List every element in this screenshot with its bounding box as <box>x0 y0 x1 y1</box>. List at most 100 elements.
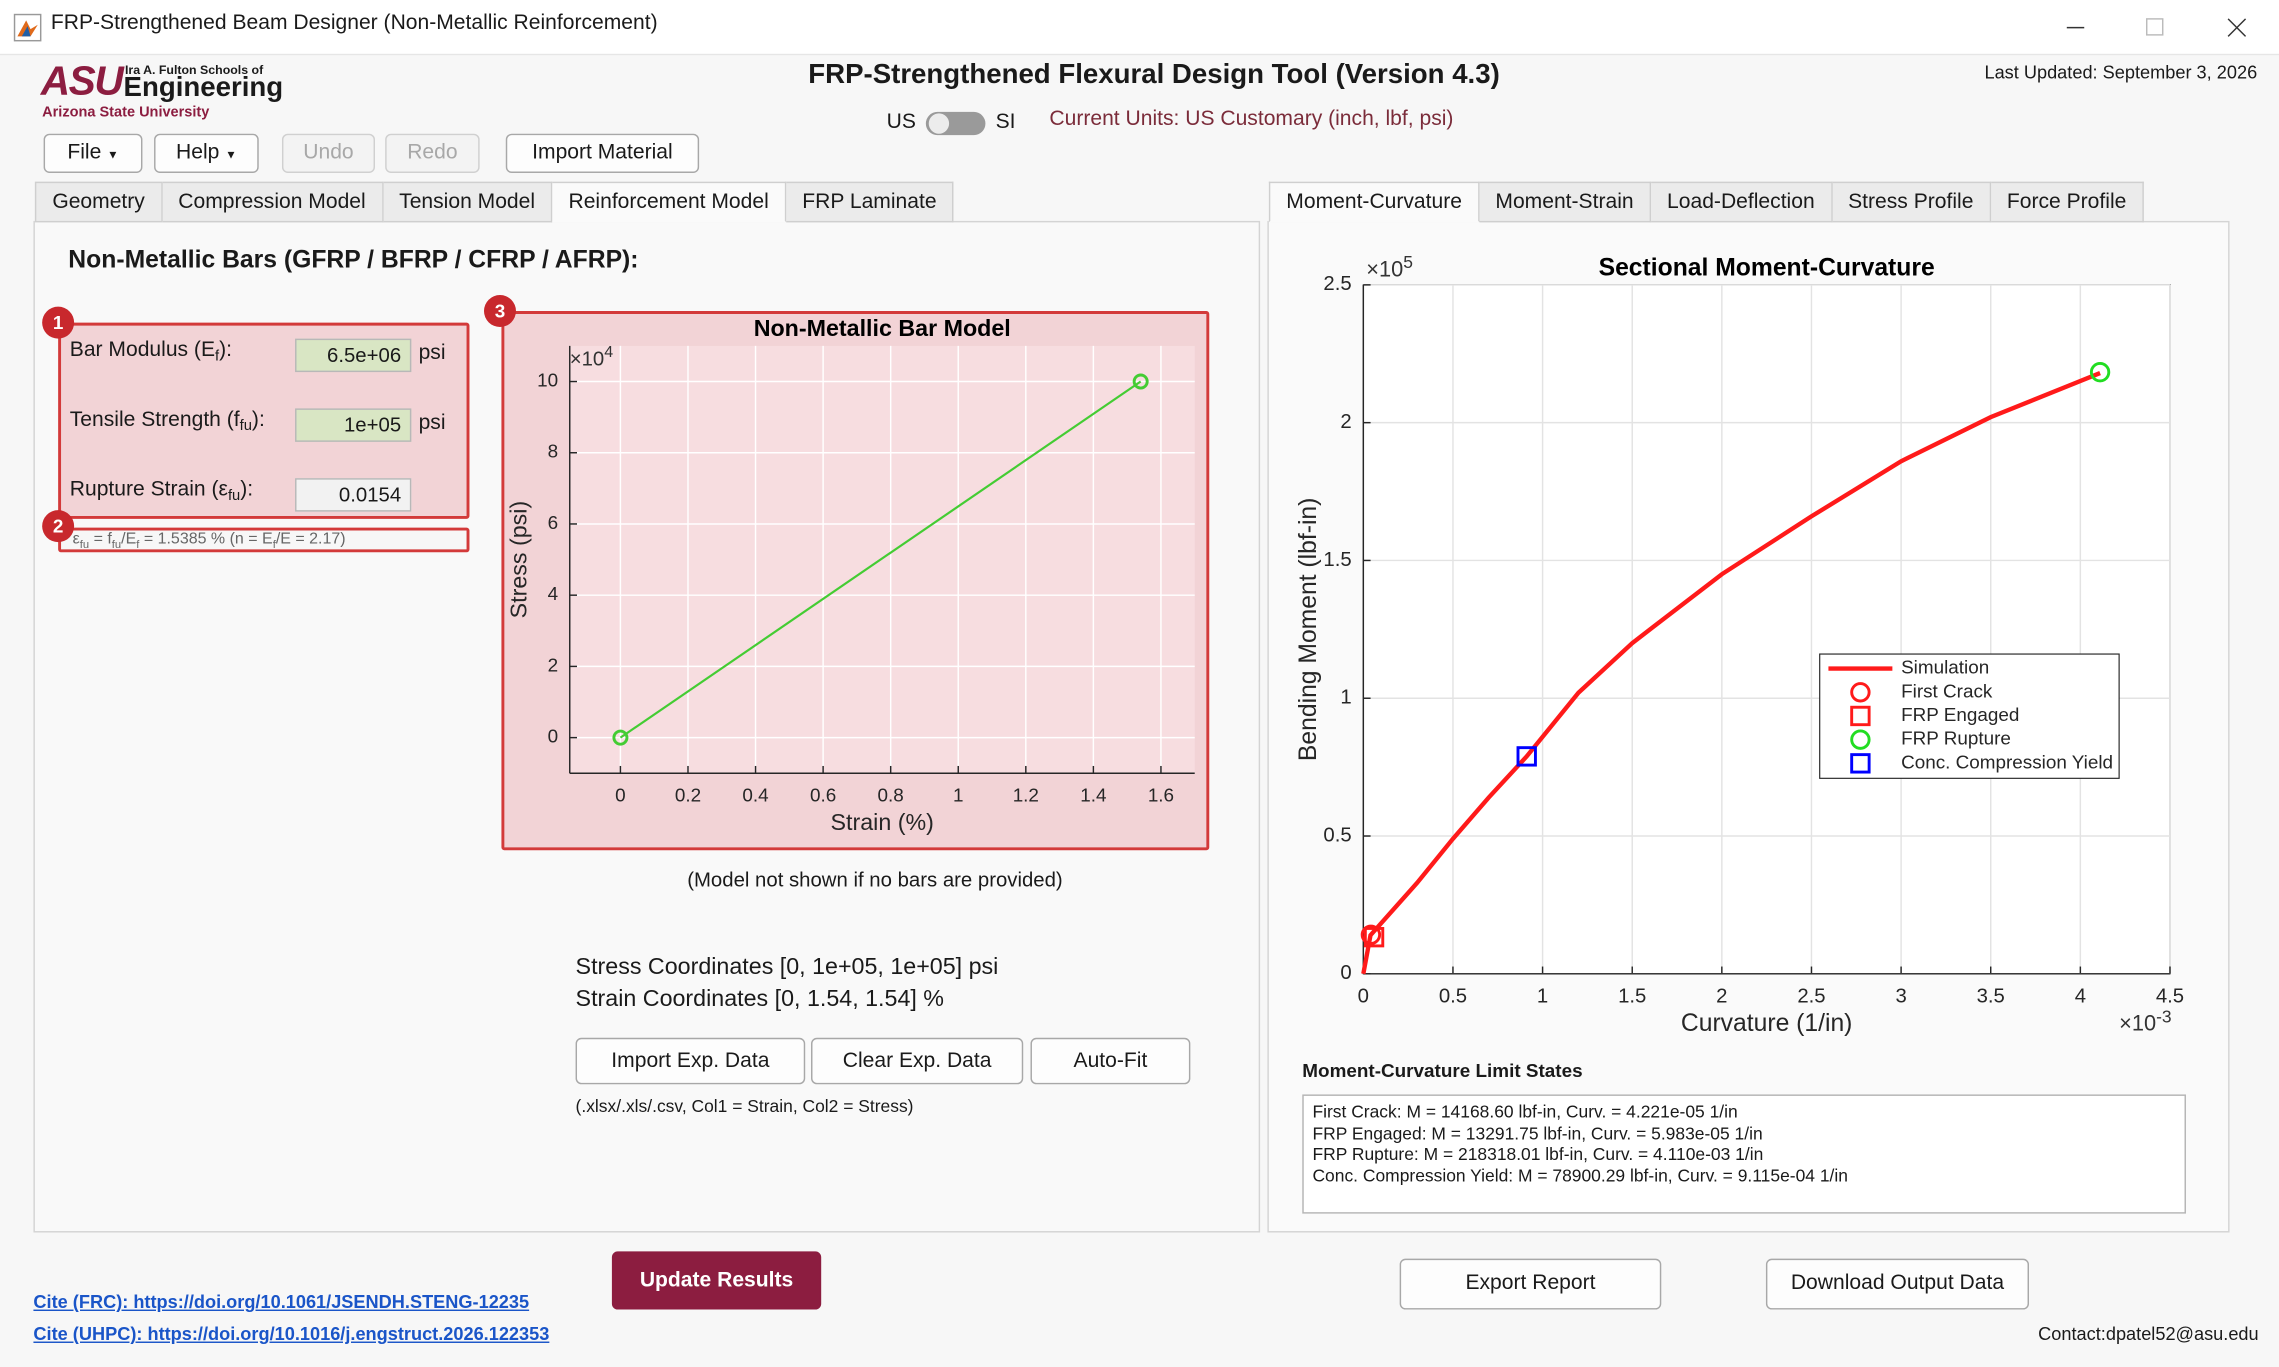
text-part: Rupture Strain (ε <box>69 478 228 502</box>
modulus-input[interactable]: 6.5e+06 <box>295 338 412 373</box>
x-tick-label: 1.2 <box>1013 785 1039 806</box>
download-button[interactable]: Download Output Data <box>1765 1258 2030 1310</box>
cite-link[interactable]: Cite (UHPC): https://doi.org/10.1016/j.e… <box>33 1324 550 1345</box>
badge: 2 <box>42 510 75 543</box>
text-part: /E = 2.17) <box>275 530 346 548</box>
import-data-button[interactable]: Import Exp. Data <box>575 1037 806 1085</box>
label: File <box>67 140 102 165</box>
text-part: Bar Modulus (E <box>69 338 216 362</box>
tab[interactable]: Moment-Curvature <box>1268 181 1480 223</box>
tab[interactable]: Force Profile <box>1990 181 2144 223</box>
y-tick-label: 0 <box>1340 962 1351 984</box>
tab[interactable]: FRP Laminate <box>786 181 955 223</box>
marker <box>1363 927 1385 948</box>
caption: (Model not shown if no bars are provided… <box>687 867 1063 891</box>
limit-states-heading: Moment-Curvature Limit States <box>1302 1059 1583 1082</box>
multiplier-base: ×10 <box>2119 1010 2156 1035</box>
y-tick-label: 1 <box>1340 687 1351 709</box>
label: Help <box>176 140 220 165</box>
legend-swatch <box>1850 753 1871 774</box>
menu-button[interactable]: Help ▼ <box>154 133 259 173</box>
x-tick-label: 1.6 <box>1148 785 1174 806</box>
legend-label: Conc. Compression Yield <box>1901 752 2113 773</box>
field-label: Rupture Strain (εfu): <box>70 478 253 504</box>
tab[interactable]: Compression Model <box>162 181 384 223</box>
strain-output: 0.0154 <box>295 478 412 512</box>
plot-area <box>1362 284 2171 975</box>
x-tick-label: 4.5 <box>2156 985 2184 1007</box>
limit-states-box: First Crack: M = 14168.60 lbf-in, Curv. … <box>1302 1094 2186 1214</box>
window-title: FRP-Strengthened Beam Designer (Non-Meta… <box>50 11 658 35</box>
x-tick-label: 3.5 <box>1977 985 2005 1007</box>
tab[interactable]: Stress Profile <box>1832 181 1991 223</box>
badge-number: 3 <box>495 301 506 322</box>
subscript: fu <box>79 537 90 551</box>
logo-school: Ira A. Fulton Schools of <box>124 62 264 78</box>
undo-button[interactable]: Undo <box>281 133 375 173</box>
x-tick-label: 2 <box>1716 985 1727 1007</box>
tab[interactable]: Reinforcement Model <box>552 181 787 223</box>
y-tick-label: 2.5 <box>1323 273 1351 295</box>
auto-fit-button[interactable]: Auto-Fit <box>1030 1037 1191 1085</box>
tab[interactable]: Geometry <box>34 181 163 223</box>
marker <box>1516 746 1537 767</box>
badge-number: 2 <box>53 517 64 538</box>
limit-state-line: FRP Rupture: M = 218318.01 lbf-in, Curv.… <box>1312 1144 1764 1165</box>
unit-label-si: SI <box>995 110 1016 134</box>
multiplier-base: ×10 <box>570 349 604 371</box>
logo-university: Arizona State University <box>42 104 210 121</box>
chart-title: Sectional Moment-Curvature <box>1599 254 1935 281</box>
subscript: f <box>136 537 140 551</box>
marker <box>1360 924 1382 945</box>
unit: psi <box>418 411 446 435</box>
logo-name: Engineering <box>123 72 284 104</box>
x-tick-label: 0.5 <box>1439 985 1467 1007</box>
x-axis-label: Curvature (1/in) <box>1681 1010 1853 1037</box>
text-part: /E <box>121 530 137 548</box>
text-part: = f <box>89 530 112 548</box>
chart-title: Non-Metallic Bar Model <box>754 315 1011 341</box>
strength-input[interactable]: 1e+05 <box>295 408 412 442</box>
unit-toggle[interactable] <box>924 110 988 136</box>
derived-note: εfu = ffu/Ef = 1.5385 % (n = Ef/E = 2.17… <box>58 527 470 553</box>
marker <box>612 729 629 746</box>
tab[interactable]: Moment-Strain <box>1479 181 1652 223</box>
tab[interactable]: Load-Deflection <box>1651 181 1833 223</box>
text-part: Tensile Strength (f <box>69 408 240 432</box>
axis-multiplier: ×104 <box>570 344 613 370</box>
badge: 1 <box>42 306 75 339</box>
limit-state-line: FRP Engaged: M = 13291.75 lbf-in, Curv. … <box>1312 1123 1763 1144</box>
cite-link[interactable]: Cite (FRC): https://doi.org/10.1061/JSEN… <box>33 1292 530 1313</box>
export-report-button[interactable]: Export Report <box>1399 1258 1662 1310</box>
subscript: f <box>215 348 220 365</box>
x-tick-label: 4 <box>2075 985 2086 1007</box>
last-updated: Last Updated: September 3, 2026 <box>1984 62 2258 83</box>
x-tick-label: 3 <box>1895 985 1906 1007</box>
update-results-button[interactable]: Update Results <box>611 1251 822 1310</box>
clear-data-button[interactable]: Clear Exp. Data <box>811 1037 1024 1085</box>
y-axis-label: Stress (psi) <box>505 501 531 619</box>
current-units: Current Units: US Customary (inch, lbf, … <box>1049 107 1454 131</box>
unit-label-us: US <box>886 110 916 134</box>
window-controls[interactable] <box>2049 9 2267 47</box>
legend-swatch <box>1850 682 1871 703</box>
axis-multiplier: ×105 <box>1366 252 1413 281</box>
y-axis-label: Bending Moment (lbf-in) <box>1295 498 1322 761</box>
y-tick-label: 0 <box>548 727 559 748</box>
tab[interactable]: Tension Model <box>383 181 553 223</box>
marker <box>2089 362 2111 383</box>
text-part: ): <box>251 408 265 432</box>
marker <box>1132 373 1149 390</box>
legend-swatch <box>1850 729 1871 750</box>
menu-button[interactable]: File ▼ <box>43 133 143 173</box>
axis-multiplier: ×10-3 <box>2119 1006 2171 1035</box>
redo-button[interactable]: Redo <box>385 133 480 173</box>
y-tick-label: 1.5 <box>1323 549 1351 571</box>
x-tick-label: 0.4 <box>742 785 768 806</box>
y-tick-label: 6 <box>548 513 559 534</box>
import-material-button[interactable]: Import Material <box>505 133 700 173</box>
multiplier-exponent: -3 <box>2156 1006 2172 1026</box>
multiplier-base: ×10 <box>1366 256 1403 281</box>
subscript: fu <box>227 488 241 505</box>
